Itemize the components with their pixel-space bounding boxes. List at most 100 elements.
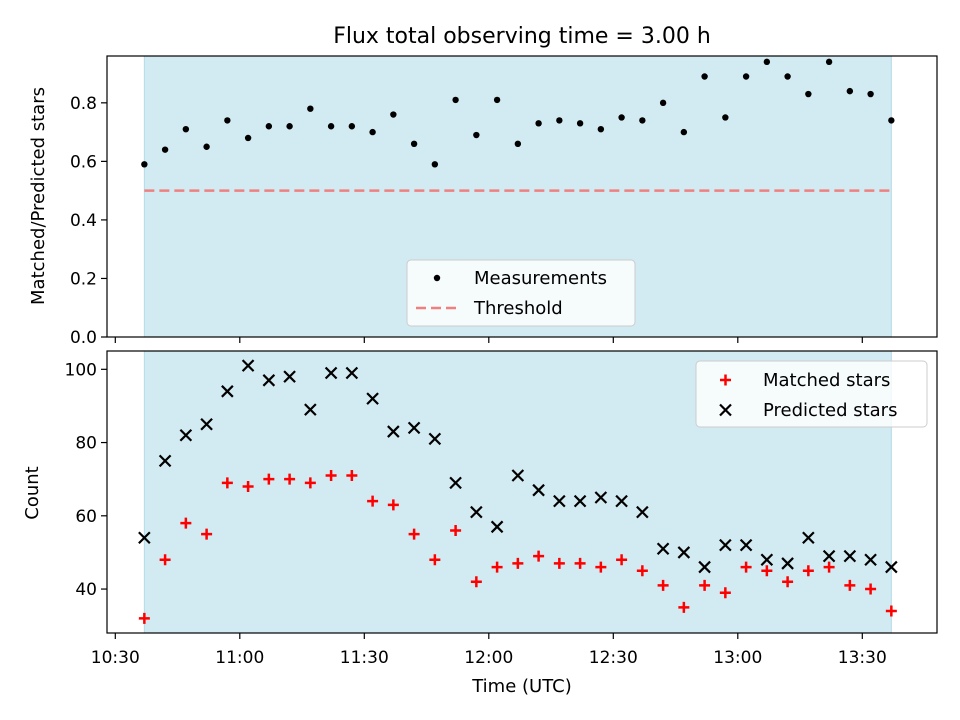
bottom-frame — [106, 350, 938, 634]
measurement-point — [452, 96, 459, 104]
x-tick-label: 12:00 — [464, 648, 513, 668]
measurement-point — [141, 161, 148, 168]
top-panel: 0.00.20.40.60.8 Matched/Predicted stars … — [28, 55, 938, 348]
matched-star-point — [636, 565, 648, 577]
measurement-point — [224, 117, 231, 124]
matched-star-point — [699, 579, 711, 591]
measurement-point — [265, 123, 273, 130]
legend-swatch-matched — [720, 374, 731, 386]
top-legend: Measurements Threshold — [406, 259, 636, 327]
measurement-point — [327, 123, 335, 130]
matched-star-point — [657, 579, 669, 591]
predicted-star-point — [138, 531, 151, 545]
y-tick-label: 0.0 — [70, 328, 97, 348]
predicted-star-point — [490, 520, 504, 534]
x-tick-label: 11:00 — [215, 648, 264, 668]
predicted-star-point — [843, 549, 857, 563]
matched-star-point — [367, 495, 379, 507]
measurement-point — [203, 143, 210, 150]
bottom-axes-frame — [106, 350, 938, 634]
matched-star-point — [761, 565, 773, 577]
legend-swatch-measurements — [433, 274, 441, 282]
measurement-point — [639, 117, 646, 124]
matched-star-point — [574, 557, 586, 569]
matched-star-point — [470, 576, 482, 588]
matched-star-point — [180, 517, 192, 529]
measurement-point — [680, 128, 688, 136]
measurement-point — [244, 134, 252, 142]
matched-star-point — [346, 470, 358, 482]
predicted-star-point — [615, 494, 628, 508]
matched-star-point — [802, 565, 814, 577]
y-tick-label: 0.4 — [70, 211, 97, 231]
predicted-star-point — [283, 370, 296, 383]
measurement-point — [763, 58, 771, 66]
predicted-star-point — [739, 538, 753, 552]
top-frame — [106, 55, 938, 338]
measurement-point — [784, 73, 791, 80]
measurement-points — [141, 58, 895, 168]
matched-star-point — [408, 528, 420, 540]
predicted-star-point — [864, 553, 877, 567]
measurement-point — [390, 111, 397, 118]
predicted-star-point — [511, 469, 525, 482]
measurement-point — [846, 87, 854, 95]
predicted-star-point — [781, 557, 794, 570]
predicted-star-point — [241, 359, 255, 372]
measurement-point — [659, 99, 667, 107]
matched-star-point — [885, 605, 897, 617]
bottom-y-ticks: 40 60 80 100 — [65, 360, 107, 600]
measurement-point — [742, 73, 750, 80]
predicted-star-point — [553, 494, 566, 508]
predicted-star-point — [719, 538, 732, 552]
measurement-point — [701, 73, 708, 80]
legend-box — [695, 360, 928, 428]
matched-star-point — [865, 583, 877, 595]
predicted-star-point — [636, 505, 649, 519]
measurement-point — [597, 125, 605, 133]
measurement-point — [348, 123, 356, 130]
predicted-star-point — [179, 428, 193, 442]
measurement-point — [473, 131, 480, 139]
bottom-legend: Matched stars Predicted stars — [695, 360, 928, 428]
matched-star-point — [325, 470, 337, 482]
predicted-star-point — [885, 560, 898, 574]
x-tick-label: 12:30 — [589, 648, 638, 668]
predicted-star-point — [407, 421, 421, 435]
top-y-axis-label: Matched/Predicted stars — [28, 87, 49, 305]
matched-star-point — [284, 473, 296, 485]
predicted-star-point — [324, 366, 338, 380]
measurement-point — [410, 140, 418, 148]
y-tick-label: 100 — [65, 360, 97, 380]
matched-star-point — [138, 612, 150, 624]
matched-star-point — [533, 550, 545, 562]
predicted-stars-points — [138, 359, 898, 574]
measurement-point — [867, 90, 874, 98]
measurement-point — [618, 114, 625, 121]
matched-star-point — [616, 554, 628, 566]
y-tick-label: 40 — [75, 580, 97, 600]
top-y-ticks: 0.0 0.2 0.4 0.6 0.8 — [70, 94, 107, 348]
y-tick-label: 0.6 — [70, 152, 97, 172]
x-tick-label: 10:30 — [91, 648, 140, 668]
measurement-point — [535, 120, 542, 127]
matched-star-point — [823, 561, 835, 573]
predicted-star-point — [677, 546, 691, 559]
predicted-star-point — [449, 476, 462, 490]
legend-box — [406, 259, 636, 327]
matched-star-point — [740, 561, 752, 573]
matched-star-point — [429, 554, 441, 566]
matched-star-point — [491, 561, 503, 573]
legend-swatch-predicted — [719, 403, 732, 417]
matched-star-point — [553, 557, 565, 569]
chart-title: Flux total observing time = 3.00 h — [333, 24, 711, 49]
y-tick-label: 80 — [75, 434, 97, 454]
predicted-star-point — [594, 491, 608, 504]
matched-star-point — [159, 554, 171, 566]
matched-star-point — [595, 561, 607, 573]
predicted-star-point — [532, 483, 545, 497]
matched-star-point — [387, 499, 399, 511]
x-tick-label: 11:30 — [340, 648, 389, 668]
matched-star-point — [242, 481, 254, 493]
